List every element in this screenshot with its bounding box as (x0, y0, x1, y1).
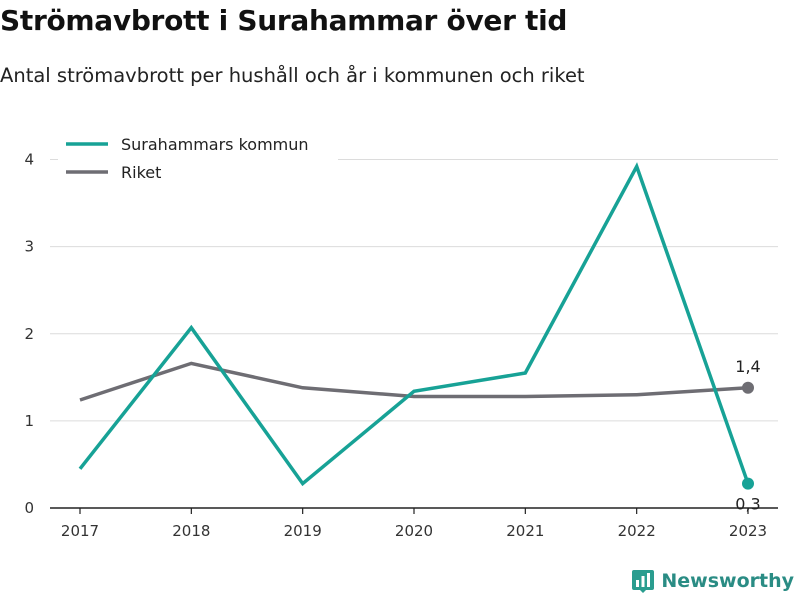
end-point-marker (742, 381, 754, 394)
bar-chart-logo-icon (632, 570, 655, 593)
end-point-marker (742, 477, 754, 490)
y-tick-label: 2 (24, 325, 34, 343)
x-tick-label: 2019 (284, 522, 322, 540)
x-tick-label: 2018 (172, 522, 210, 540)
y-tick-label: 4 (24, 151, 34, 169)
legend-background (58, 128, 338, 186)
chart-subtitle: Antal strömavbrott per hushåll och år i … (0, 64, 585, 87)
end-label-riket: 1,4 (735, 357, 760, 376)
x-tick-label: 2023 (729, 522, 767, 540)
legend-label: Surahammars kommun (121, 135, 309, 154)
y-tick-label: 3 (24, 238, 34, 256)
end-label-surahammar: 0,3 (735, 495, 760, 514)
newsworthy-brand[interactable]: Newsworthy (631, 566, 794, 596)
y-tick-label: 1 (24, 412, 34, 430)
brand-name: Newsworthy (661, 570, 794, 592)
x-tick-label: 2020 (395, 522, 433, 540)
series-line-surahammars-kommun (78, 162, 750, 487)
legend-label: Riket (121, 163, 161, 182)
chart-title: Strömavbrott i Surahammar över tid (0, 4, 568, 37)
x-tick-label: 2017 (61, 522, 99, 540)
series-line-riket (79, 361, 749, 402)
x-tick-label: 2021 (506, 522, 544, 540)
y-tick-label: 0 (24, 499, 34, 517)
x-tick-label: 2022 (618, 522, 656, 540)
